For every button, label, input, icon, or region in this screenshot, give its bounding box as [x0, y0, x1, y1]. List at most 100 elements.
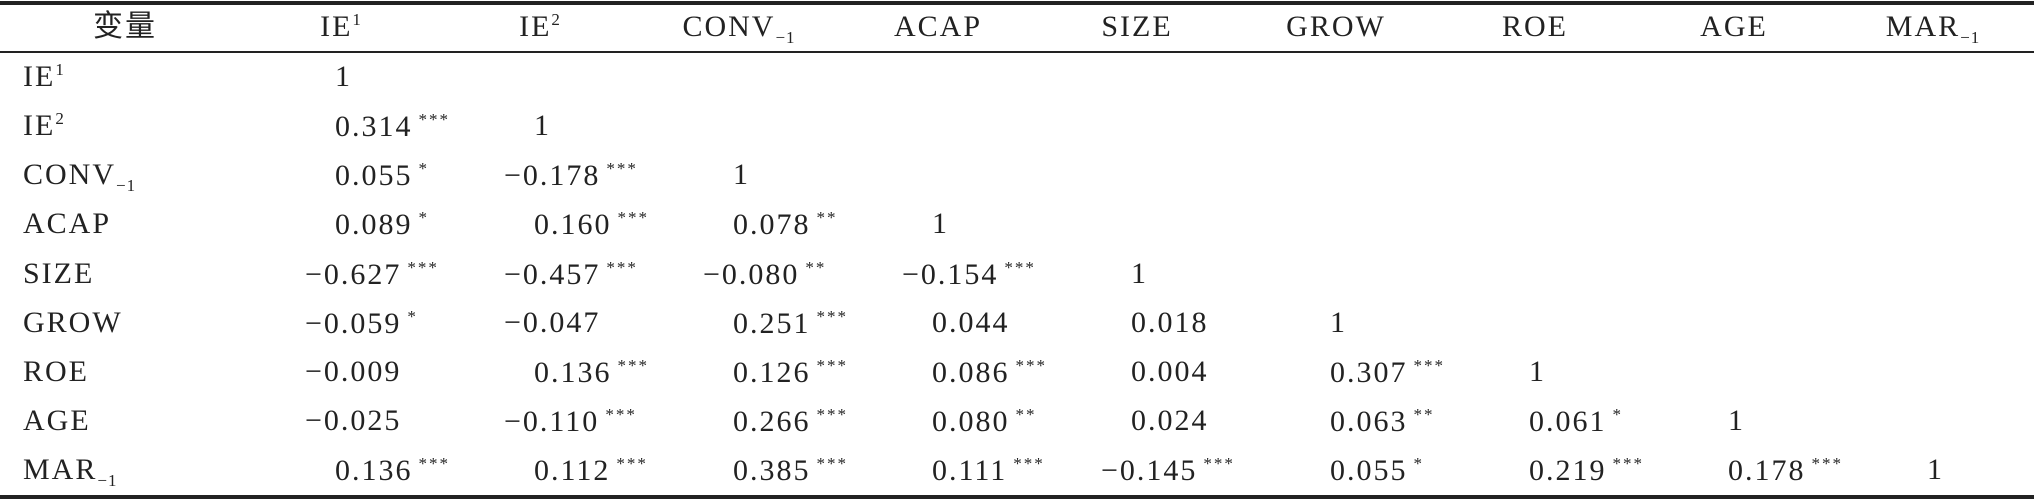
- column-header: SIZE: [1101, 12, 1172, 42]
- cell: 0.044: [932, 305, 1010, 339]
- row-label: AGE: [23, 406, 91, 436]
- significance-stars: ***: [1013, 454, 1045, 474]
- cell: 0.126 ***: [733, 357, 848, 388]
- cell-value: 0.266: [733, 405, 811, 439]
- significance-stars: ***: [816, 306, 848, 326]
- cell-value: −0.178: [504, 159, 601, 193]
- cell-value: 0.160: [534, 208, 612, 242]
- row-label: GROW: [23, 305, 123, 339]
- row-label: MAR−1: [23, 453, 117, 490]
- cell: 0.112 ***: [534, 455, 648, 486]
- significance-stars: *: [418, 159, 429, 179]
- column-header: AGE: [1700, 12, 1768, 42]
- significance-stars: ***: [606, 159, 638, 179]
- label-text: IE: [519, 10, 552, 43]
- cell-value: 0.055: [1330, 454, 1408, 488]
- significance-stars: ***: [1612, 454, 1644, 474]
- cell: 0.089 *: [335, 209, 429, 240]
- cell: 0.086 ***: [932, 357, 1047, 388]
- cell-value: 1: [1131, 256, 1148, 290]
- cell-value: 1: [932, 207, 949, 241]
- cell: 0.024: [1131, 406, 1209, 436]
- cell-value: −0.080: [703, 257, 800, 291]
- cell: 0.111 ***: [932, 455, 1045, 486]
- cell: −0.025: [305, 406, 401, 436]
- label-text: GROW: [23, 305, 123, 339]
- cell-value: 1: [534, 108, 551, 142]
- superscript: 2: [55, 108, 65, 128]
- cell: 1: [1529, 356, 1546, 387]
- subscript: −1: [1960, 28, 1981, 47]
- cell: −0.154 ***: [902, 259, 1036, 290]
- row-label: IE1: [23, 61, 65, 92]
- cell-value: 0.126: [733, 355, 811, 389]
- cell-value: 0.024: [1131, 404, 1209, 438]
- cell: 0.219 ***: [1529, 455, 1644, 486]
- cell-value: −0.059: [305, 306, 402, 340]
- cell: −0.145 ***: [1101, 455, 1235, 486]
- cell-value: 0.314: [335, 109, 413, 143]
- column-header: ROE: [1502, 12, 1568, 42]
- cell-value: 0.063: [1330, 405, 1408, 439]
- label-text: ACAP: [893, 10, 983, 43]
- cell-value: −0.154: [902, 257, 999, 291]
- row-label: SIZE: [23, 256, 95, 290]
- label-text: MAR: [23, 453, 98, 487]
- cell: 0.266 ***: [733, 406, 848, 437]
- cell-value: −0.110: [504, 405, 600, 439]
- top-rule: [0, 1, 2034, 5]
- cell-value: 0.307: [1330, 355, 1408, 389]
- label-text: SIZE: [1101, 10, 1173, 43]
- cell-value: 0.136: [335, 454, 413, 488]
- label-text: IE: [320, 10, 353, 43]
- label-text: ROE: [23, 354, 89, 388]
- significance-stars: **: [805, 257, 827, 277]
- cell: 0.251 ***: [733, 308, 848, 339]
- significance-stars: ***: [617, 208, 649, 228]
- cell-value: 0.251: [733, 306, 811, 340]
- cell: −0.627 ***: [305, 259, 439, 290]
- cell-value: 0.219: [1529, 454, 1607, 488]
- significance-stars: **: [816, 208, 838, 228]
- cell: 1: [932, 209, 949, 239]
- significance-stars: ***: [1811, 454, 1843, 474]
- cell: 0.004: [1131, 356, 1209, 387]
- significance-stars: ***: [407, 257, 439, 277]
- cell: 1: [1330, 307, 1347, 338]
- cell-value: 0.044: [932, 305, 1010, 339]
- significance-stars: ***: [605, 405, 637, 425]
- cell: −0.009: [305, 356, 401, 387]
- significance-stars: ***: [616, 454, 648, 474]
- subscript: −1: [116, 176, 137, 196]
- cell: −0.178 ***: [504, 160, 638, 191]
- label-text: CONV: [23, 158, 117, 192]
- label-text: CONV: [682, 10, 776, 43]
- row-label: ACAP: [23, 209, 111, 239]
- cell-value: 0.061: [1529, 405, 1607, 439]
- significance-stars: *: [418, 208, 429, 228]
- cell-value: −0.145: [1101, 454, 1198, 488]
- label-text: ACAP: [23, 207, 112, 241]
- superscript: 2: [551, 10, 561, 29]
- cell: 0.136 ***: [335, 455, 450, 486]
- cell: 1: [1927, 455, 1944, 485]
- label-text: SIZE: [23, 256, 95, 290]
- significance-stars: ***: [418, 109, 450, 129]
- cell: 1: [1728, 406, 1745, 436]
- cell: 1: [534, 108, 551, 142]
- cell: 0.178 ***: [1728, 455, 1843, 486]
- cell-value: 0.078: [733, 208, 811, 242]
- significance-stars: ***: [1413, 355, 1445, 375]
- cell: −0.047: [504, 307, 600, 338]
- subscript: −1: [97, 471, 118, 491]
- cell: 1: [335, 59, 352, 93]
- cell-value: 0.136: [534, 355, 612, 389]
- cell: 0.385 ***: [733, 455, 848, 486]
- cell: −0.110 ***: [504, 406, 637, 437]
- cell-value: 0.086: [932, 355, 1010, 389]
- header-rule: [0, 51, 2034, 53]
- label-text: AGE: [1700, 10, 1768, 43]
- significance-stars: ***: [606, 257, 638, 277]
- cell-value: 1: [335, 59, 352, 93]
